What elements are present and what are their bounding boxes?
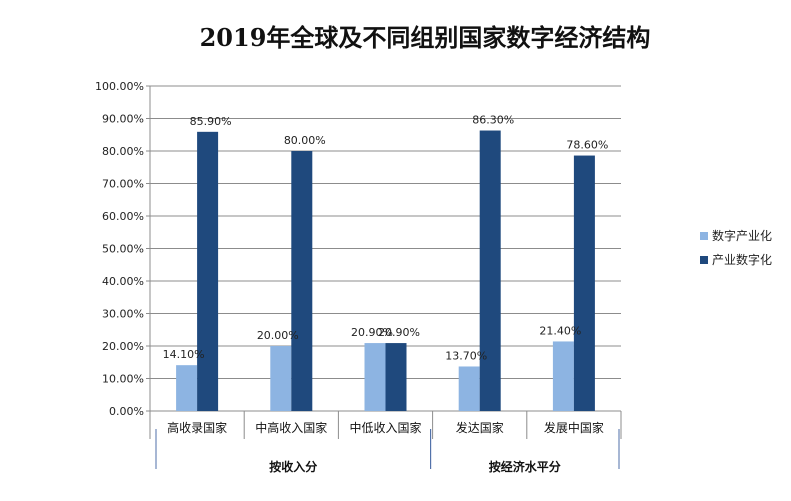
legend-label: 产业数字化 [712,252,772,267]
data-label: 78.60% [566,139,608,152]
chart-title: 2019年全球及不同组别国家数字经济结构 [200,23,651,52]
y-tick-label: 20.00% [102,340,144,353]
y-tick-label: 40.00% [102,275,144,288]
data-label: 86.30% [472,114,514,127]
data-label: 85.90% [190,115,232,128]
data-label: 20.00% [257,329,299,342]
y-tick-label: 70.00% [102,178,144,191]
y-tick-label: 50.00% [102,243,144,256]
gridlines [150,85,621,412]
data-label: 20.90% [378,326,420,339]
y-tick-label: 100.00% [95,80,144,93]
bar-digital-industrialization [552,341,574,411]
data-label: 13.70% [445,349,487,362]
legend-swatch [700,256,708,264]
y-tick-label: 90.00% [102,113,144,126]
y-tick-label: 80.00% [102,145,144,158]
category-label: 发展中国家 [544,420,604,435]
legend-label: 数字产业化 [712,228,772,243]
legend-swatch [700,232,708,240]
bar-industrial-digitalization [385,343,407,411]
bars [176,130,595,411]
y-tick-label: 30.00% [102,308,144,321]
bar-industrial-digitalization [573,155,595,411]
y-tick-label: 60.00% [102,210,144,223]
bar-industrial-digitalization [291,151,313,411]
bar-digital-industrialization [364,343,386,411]
data-label: 20.90% [351,326,393,339]
category-label: 高收录国家 [167,420,227,435]
group-label: 按经济水平分 [489,459,561,474]
bar-digital-industrialization [176,365,198,411]
group-label: 按收入分 [269,459,317,474]
bar-industrial-digitalization [197,131,219,411]
data-label: 14.10% [163,348,205,361]
data-label: 21.40% [539,324,581,337]
y-tick-label: 0.00% [109,405,144,418]
category-label: 中高收入国家 [255,420,327,435]
y-tick-label: 10.00% [102,373,144,386]
bar-digital-industrialization [458,366,480,411]
bar-industrial-digitalization [479,130,501,411]
data-labels: 14.10% 85.90% 20.00% 80.00% 20.90%20.90% 13.7… [163,114,609,363]
y-axis: 0.00% 10.00% 20.00% 30.00% 40.00% 50.00% 60.00… [95,80,151,418]
category-label: 发达国家 [456,420,504,435]
category-label: 中低收入国家 [349,420,421,435]
data-label: 80.00% [284,134,326,147]
bar-digital-industrialization [270,346,292,411]
